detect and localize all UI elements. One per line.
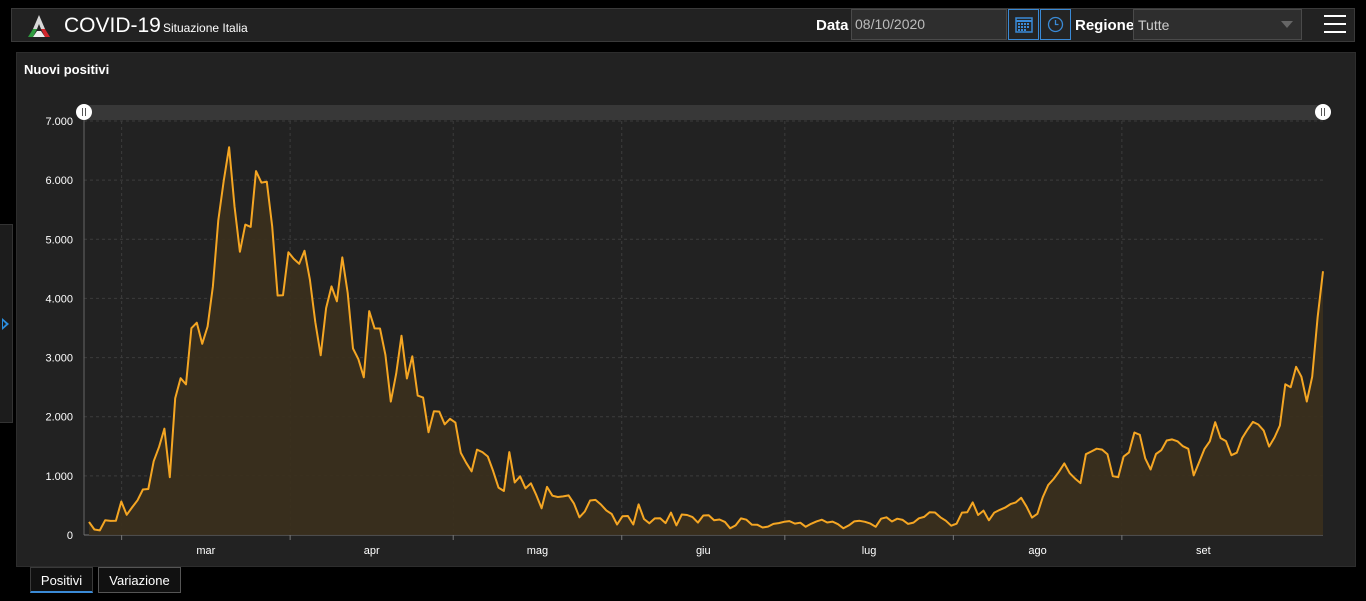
y-tick-label: 4.000 <box>45 293 73 305</box>
range-handle-end[interactable] <box>1315 104 1331 120</box>
region-select[interactable]: Tutte <box>1133 9 1302 40</box>
x-tick-label: lug <box>862 545 877 557</box>
range-slider-track <box>84 105 1323 120</box>
y-tick-label: 1.000 <box>45 471 73 483</box>
time-button[interactable] <box>1040 9 1071 40</box>
app-title: COVID-19 <box>64 14 161 37</box>
y-tick-label: 3.000 <box>45 353 73 365</box>
x-tick-label: giu <box>696 545 711 557</box>
region-select-value: Tutte <box>1138 17 1170 33</box>
y-tick-label: 2.000 <box>45 412 73 424</box>
x-tick-label: set <box>1196 545 1211 557</box>
y-tick-label: 0 <box>67 530 73 542</box>
chart: 0 1.000 2.000 3.000 4.000 5.000 6.000 7.000 mar a… <box>45 104 1331 557</box>
x-tick-label: mag <box>527 545 548 557</box>
tab-variazione[interactable]: Variazione <box>98 567 181 593</box>
calendar-button[interactable] <box>1008 9 1039 40</box>
hamburger-menu-button[interactable] <box>1324 15 1346 35</box>
x-tick-label: ago <box>1028 545 1046 557</box>
chart-panel: Nuovi positivi 0 1.000 2.000 3.000 4.000 5.00… <box>16 52 1356 567</box>
app-subtitle: Situazione Italia <box>163 21 248 35</box>
x-tick-label: apr <box>364 545 380 557</box>
calendar-icon <box>1015 17 1033 33</box>
y-tick-label: 5.000 <box>45 234 73 246</box>
app-header: COVID-19 Situazione Italia Data 08/10/20… <box>11 8 1355 42</box>
side-panel-toggle[interactable] <box>0 224 13 423</box>
date-input[interactable]: 08/10/2020 <box>851 9 1007 40</box>
series-line <box>88 146 1324 532</box>
clock-icon <box>1047 16 1064 33</box>
x-tick-label: mar <box>196 545 215 557</box>
y-tick-label: 6.000 <box>45 175 73 187</box>
series-area <box>89 147 1323 535</box>
y-tick-label: 7.000 <box>45 116 73 128</box>
region-label: Regione <box>1075 17 1135 34</box>
app-logo-icon <box>28 15 50 37</box>
tab-positivi[interactable]: Positivi <box>30 567 93 593</box>
date-label: Data <box>816 17 849 34</box>
panel-title: Nuovi positivi <box>24 62 110 77</box>
chevron-down-icon <box>1281 21 1293 28</box>
range-handle-start[interactable] <box>76 104 92 120</box>
